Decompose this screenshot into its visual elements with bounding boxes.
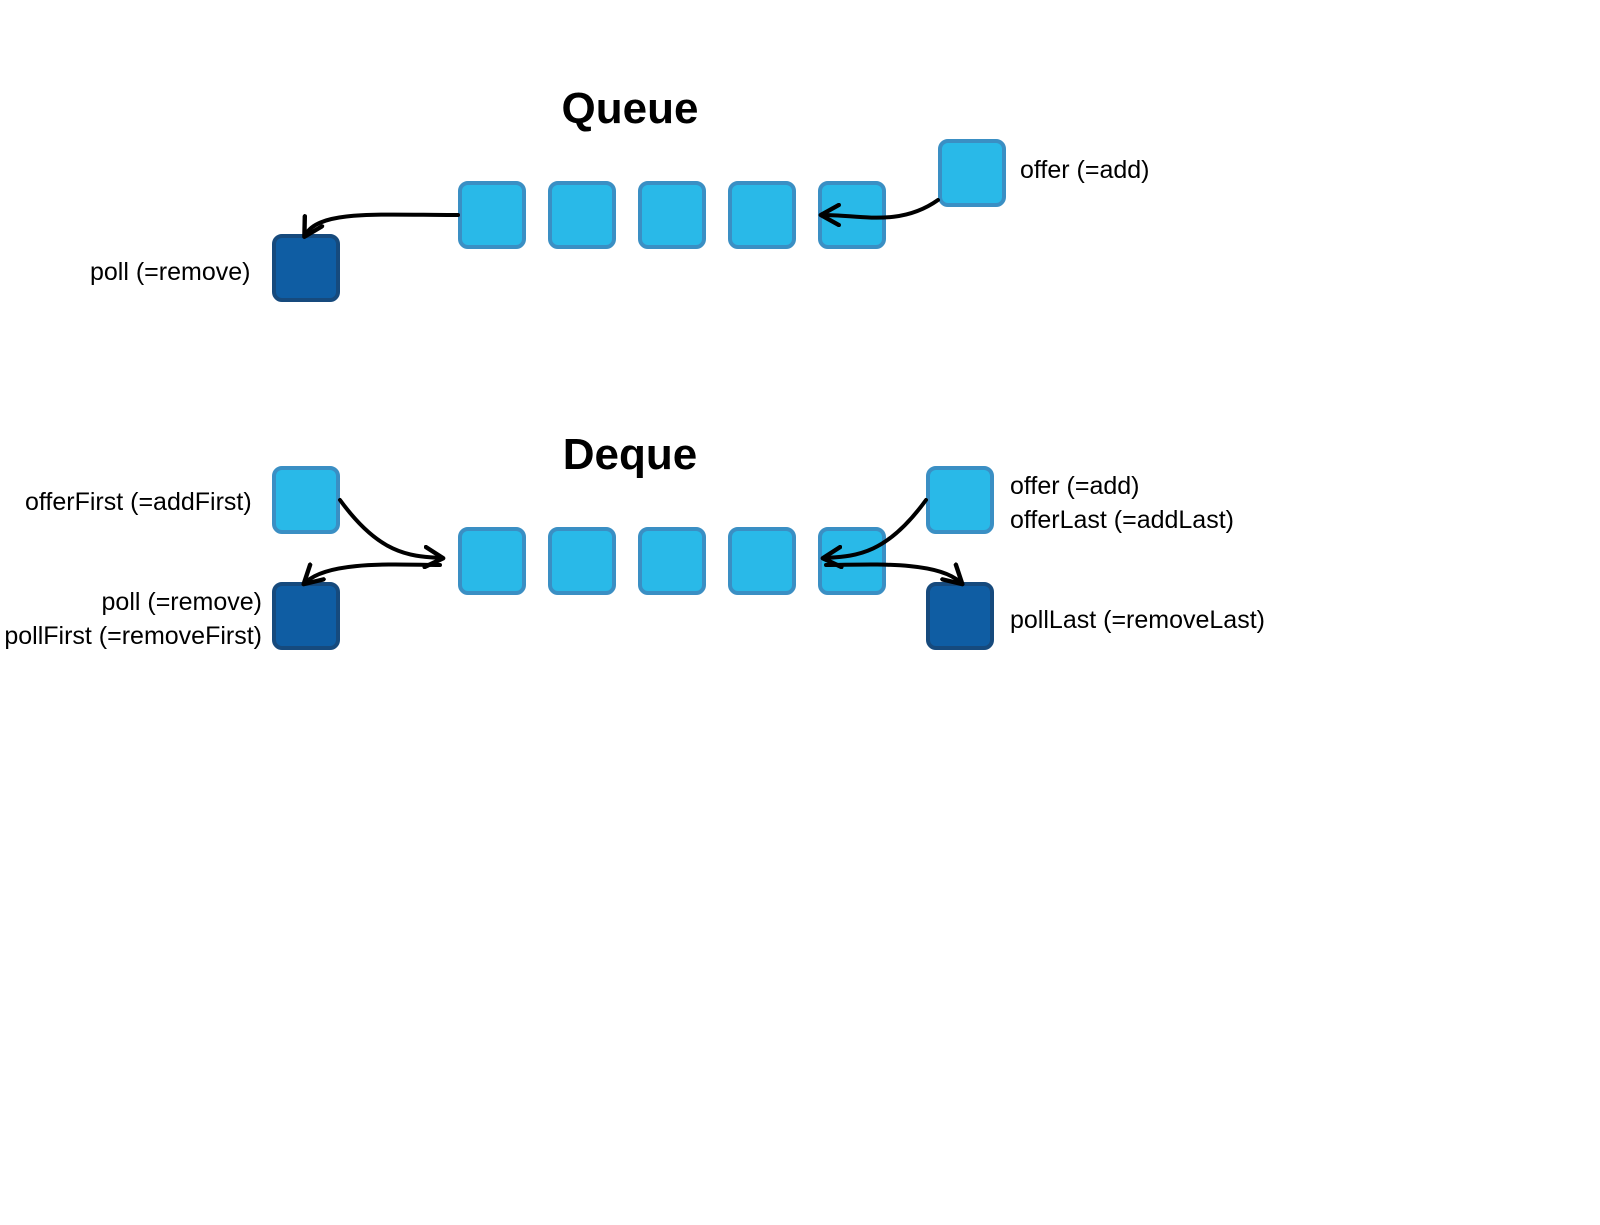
queue-offer-label: offer (=add) (1020, 154, 1149, 188)
row-box (458, 527, 526, 595)
row-box (818, 181, 886, 249)
queue-poll-label: poll (=remove) (90, 256, 250, 290)
row-box (638, 527, 706, 595)
row-box (728, 181, 796, 249)
deque-pollfirst-line2: pollFirst (=removeFirst) (4, 622, 262, 650)
diagram-stage: Queue offer (=add) poll (=remove) Deque … (0, 0, 1600, 1225)
queue-offer-box (938, 139, 1006, 207)
deque-offerlast-box (926, 466, 994, 534)
queue-poll-arrow (306, 215, 458, 234)
deque-title: Deque (480, 430, 780, 480)
deque-offerlast-line1: offer (=add) (1010, 472, 1139, 500)
queue-title: Queue (480, 84, 780, 134)
row-box (638, 181, 706, 249)
deque-offerfirst-box (272, 466, 340, 534)
deque-polllast-label: pollLast (=removeLast) (1010, 604, 1265, 638)
deque-offerlast-label: offer (=add) offerLast (=addLast) (1010, 470, 1234, 538)
row-box (818, 527, 886, 595)
row-box (548, 527, 616, 595)
row-box (728, 527, 796, 595)
row-box (458, 181, 526, 249)
deque-pollfirst-label: poll (=remove) pollFirst (=removeFirst) (0, 586, 262, 654)
deque-pollfirst-box (272, 582, 340, 650)
deque-pollfirst-line1: poll (=remove) (102, 588, 262, 616)
deque-pollfirst-arrow (306, 565, 440, 582)
row-box (548, 181, 616, 249)
queue-poll-box (272, 234, 340, 302)
deque-polllast-box (926, 582, 994, 650)
deque-offerfirst-label: offerFirst (=addFirst) (25, 486, 252, 520)
deque-offerlast-line2: offerLast (=addLast) (1010, 506, 1234, 534)
deque-offerfirst-arrow (340, 500, 440, 558)
